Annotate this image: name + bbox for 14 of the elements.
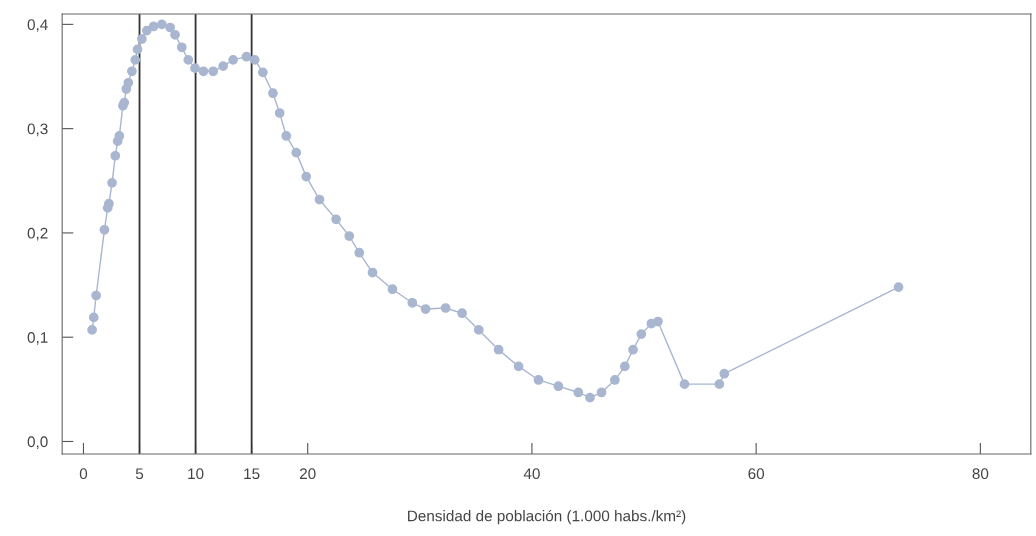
y-tick-label: 0,0 — [27, 436, 48, 449]
y-tick-label: 0,2 — [27, 227, 48, 241]
x-tick-label: 0 — [79, 468, 88, 480]
y-tick-label: 0,3 — [27, 123, 48, 137]
x-tick-label: 5 — [135, 468, 144, 480]
x-tick-label: 10 — [188, 468, 204, 480]
x-tick-label: 15 — [244, 468, 260, 480]
x-tick-label: 40 — [523, 468, 540, 480]
y-tick-label: 0,1 — [27, 332, 48, 345]
x-axis-title: Densidad de población (1.000 habs./km²) — [408, 509, 686, 525]
y-tick-label: 0,4 — [27, 19, 48, 32]
x-tick-label: 60 — [748, 468, 765, 480]
x-tick-label: 20 — [299, 468, 316, 480]
x-tick-label: 80 — [972, 468, 989, 480]
